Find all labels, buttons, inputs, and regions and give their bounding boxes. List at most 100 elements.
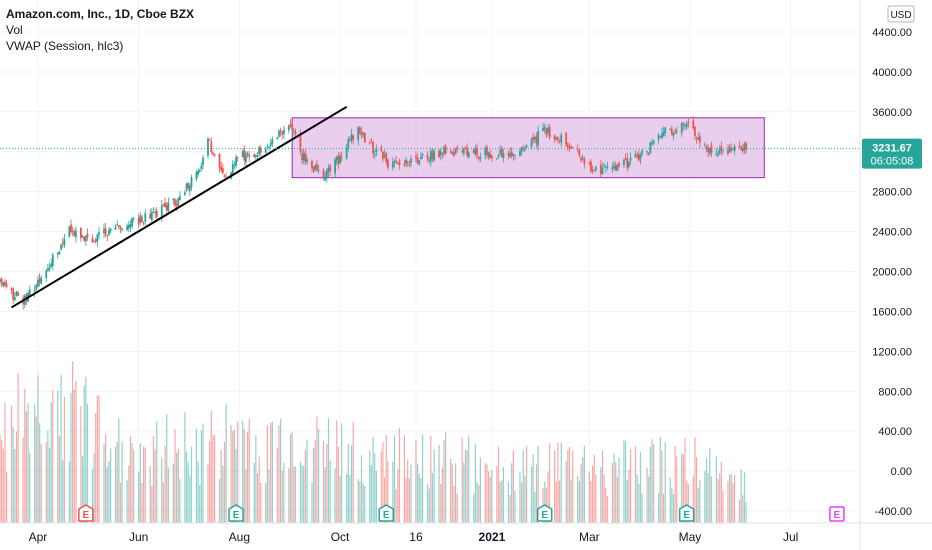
candle-body: [98, 232, 100, 235]
candle-body: [188, 186, 191, 191]
volume-bar: [580, 463, 582, 523]
candle-body: [537, 131, 540, 146]
candle-body: [588, 163, 591, 165]
volume-bar: [314, 440, 316, 523]
candle-body: [33, 290, 36, 292]
candle-body: [444, 146, 447, 154]
candle-body: [278, 130, 280, 137]
earnings-marker[interactable]: E: [378, 504, 395, 522]
volume-bar: [591, 465, 594, 523]
candle-body: [167, 202, 170, 212]
candle-body: [61, 242, 64, 244]
candle-body: [695, 137, 698, 139]
earnings-marker[interactable]: E: [228, 504, 244, 522]
candle-body: [710, 145, 713, 153]
volume-bar: [629, 449, 632, 523]
earnings-marker[interactable]: E: [536, 504, 553, 522]
volume-bar: [45, 442, 47, 523]
candle-body: [104, 228, 107, 235]
volume-indicator-label[interactable]: Vol: [6, 23, 23, 37]
volume-bar: [732, 483, 734, 523]
candle-body: [350, 134, 353, 141]
candle-body: [741, 148, 744, 152]
candle-body: [398, 160, 401, 166]
volume-bar: [256, 473, 259, 523]
candle-body: [611, 167, 614, 170]
candle-body: [464, 146, 467, 149]
earnings-marker[interactable]: E: [78, 504, 94, 522]
volume-bar: [346, 473, 348, 523]
candle-body: [81, 236, 84, 237]
volume-bar: [213, 435, 216, 523]
candle-body: [172, 199, 175, 201]
volume-bar: [149, 466, 151, 523]
candle-body: [221, 168, 224, 173]
candle-body: [558, 140, 561, 142]
trendline[interactable]: [11, 105, 348, 309]
volume-bar: [6, 472, 8, 523]
price-axis[interactable]: 4400.004000.003600.003200.002800.002400.…: [859, 0, 915, 550]
earnings-marker-shape: [678, 504, 695, 522]
volume-bar: [253, 462, 255, 523]
volume-bar: [611, 462, 613, 523]
volume-bar: [522, 450, 524, 523]
volume-bar: [70, 392, 72, 523]
candle-body: [692, 120, 695, 129]
volume-bar: [445, 432, 447, 523]
volume-bar: [131, 443, 133, 523]
candle-body: [195, 172, 198, 180]
candle-body: [489, 153, 492, 159]
currency-label[interactable]: USD: [890, 10, 911, 21]
price-tick-label: 4000.00: [872, 67, 912, 79]
volume-bar: [362, 483, 364, 523]
candle-body: [728, 146, 731, 153]
volume-bar: [281, 470, 283, 523]
volume-bar: [695, 457, 698, 523]
vwap-indicator-label[interactable]: VWAP (Session, hlc3): [6, 39, 124, 53]
candle-body: [680, 122, 683, 133]
range-box[interactable]: [291, 117, 765, 179]
candle-body: [453, 152, 455, 157]
candle-body: [533, 137, 536, 139]
earnings-marker-label: E: [541, 510, 548, 521]
candle-body: [144, 213, 147, 222]
volume-bar: [603, 474, 605, 523]
candle-body: [618, 162, 620, 167]
time-axis[interactable]: Apr Jun Aug Oct 16 2021 Mar May Jul: [0, 522, 932, 544]
volume-bar: [719, 473, 721, 523]
volume-bar: [288, 468, 290, 523]
volume-bar: [625, 440, 627, 523]
volume-bar: [93, 453, 95, 523]
candle-body: [235, 157, 237, 166]
volume-bar: [116, 441, 118, 523]
candle-body: [46, 268, 49, 271]
earnings-marker[interactable]: E: [829, 506, 845, 522]
volume-bar: [392, 461, 394, 523]
candle-body: [441, 153, 444, 154]
symbol-title[interactable]: Amazon.com, Inc., 1D, Cboe BZX: [6, 7, 195, 21]
candle-body: [302, 153, 305, 161]
volume-bar: [616, 476, 618, 523]
volume-bar: [519, 472, 521, 523]
volume-bar: [156, 421, 158, 523]
volume-bar: [210, 410, 212, 523]
candle-body: [241, 151, 244, 157]
volume-bar: [560, 442, 562, 523]
candle-body: [51, 254, 54, 267]
volume-bar: [151, 486, 153, 523]
volume-bar: [326, 444, 328, 523]
volume-bar: [25, 411, 28, 523]
candle-body: [733, 145, 736, 152]
candle-body: [646, 151, 648, 153]
bar-countdown: 06:05:08: [871, 156, 914, 168]
earnings-marker[interactable]: E: [678, 504, 695, 522]
volume-bar: [438, 444, 440, 523]
volume-bar: [473, 493, 475, 523]
candle-body: [91, 238, 94, 243]
candle-body: [542, 127, 544, 132]
volume-bar: [271, 421, 273, 523]
volume-bar: [601, 450, 604, 523]
